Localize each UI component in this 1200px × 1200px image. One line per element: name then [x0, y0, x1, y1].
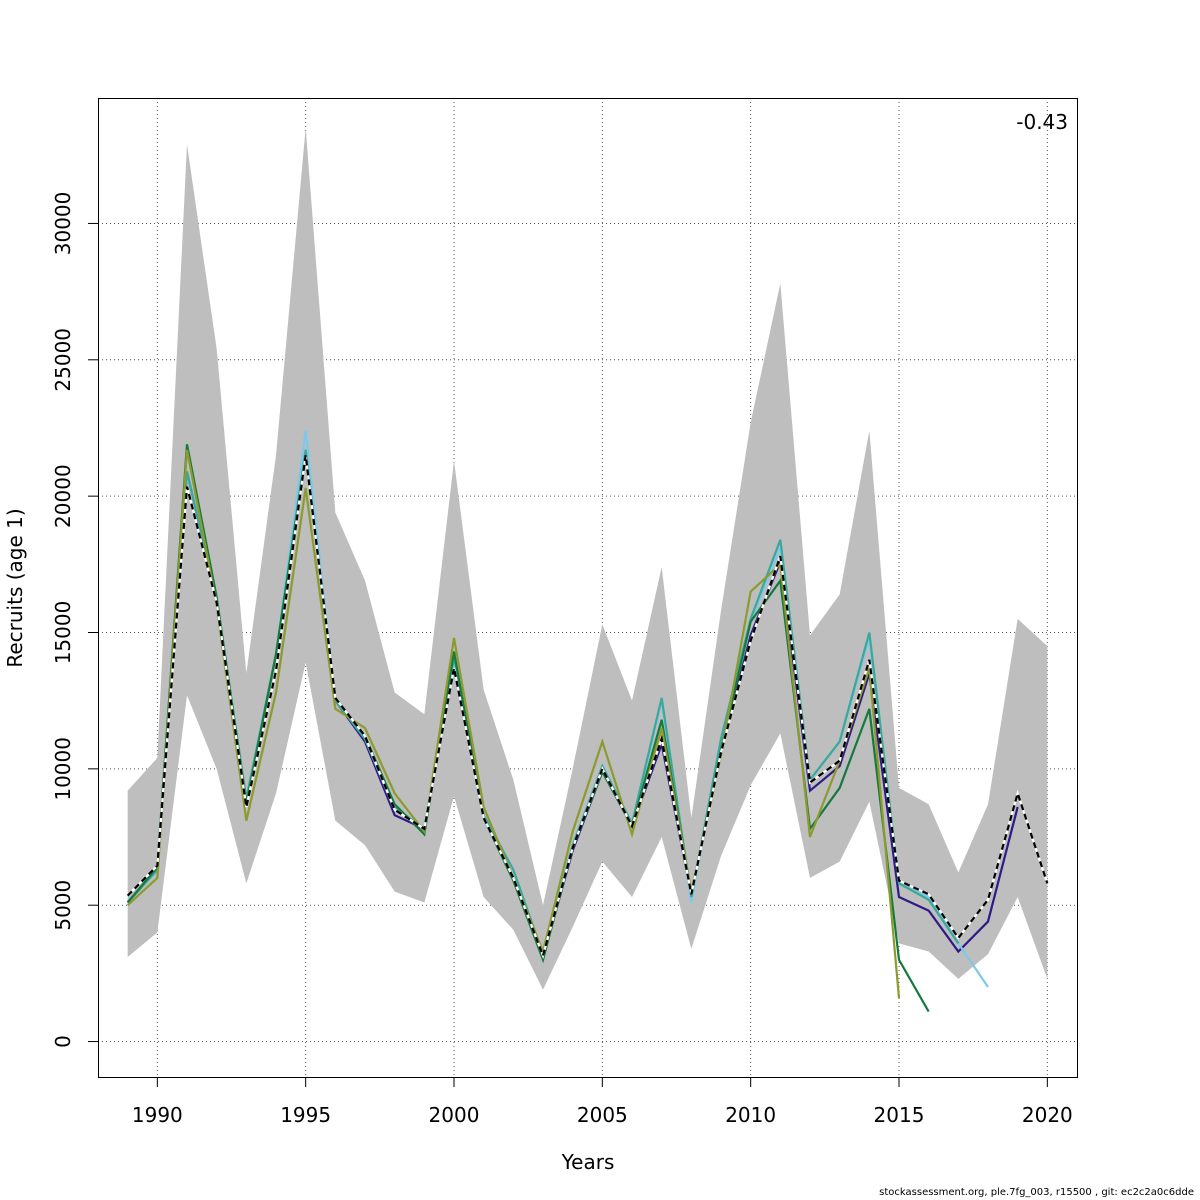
y-tick-label: 5000: [51, 880, 75, 931]
series-lines: [126, 430, 1049, 1013]
x-tick-label: 2010: [725, 1103, 776, 1127]
confidence-band-area: [127, 127, 1048, 990]
x-tick-label: 2020: [1022, 1103, 1073, 1127]
y-tick-label: 15000: [51, 601, 75, 665]
x-axis-label: Years: [561, 1150, 615, 1174]
x-tick-label: 2015: [874, 1103, 925, 1127]
y-axis: 0 5000 10000 15000 20000 25000 30000: [51, 192, 98, 1048]
x-tick-label: 2005: [577, 1103, 628, 1127]
y-tick-label: 0: [51, 1035, 75, 1048]
x-tick-label: 1995: [280, 1103, 331, 1127]
y-tick-label: 30000: [51, 192, 75, 256]
y-tick-label: 25000: [51, 328, 75, 392]
plot-frame: [98, 98, 1078, 1078]
confidence-band: [127, 127, 1048, 990]
y-axis-label: Recruits (age 1): [3, 508, 27, 667]
series-line: [126, 455, 1049, 960]
x-tick-label: 2000: [429, 1103, 480, 1127]
x-axis: 1990 1995 2000 2005 2010 2015 2020: [132, 1077, 1073, 1127]
corner-annotation: -0.43: [1016, 110, 1068, 134]
footer-credit: stockassessment.org, ple.7fg_003, r15500…: [879, 1187, 1194, 1198]
y-tick-label: 10000: [51, 737, 75, 801]
x-tick-label: 1990: [132, 1103, 183, 1127]
y-tick-label: 20000: [51, 464, 75, 528]
